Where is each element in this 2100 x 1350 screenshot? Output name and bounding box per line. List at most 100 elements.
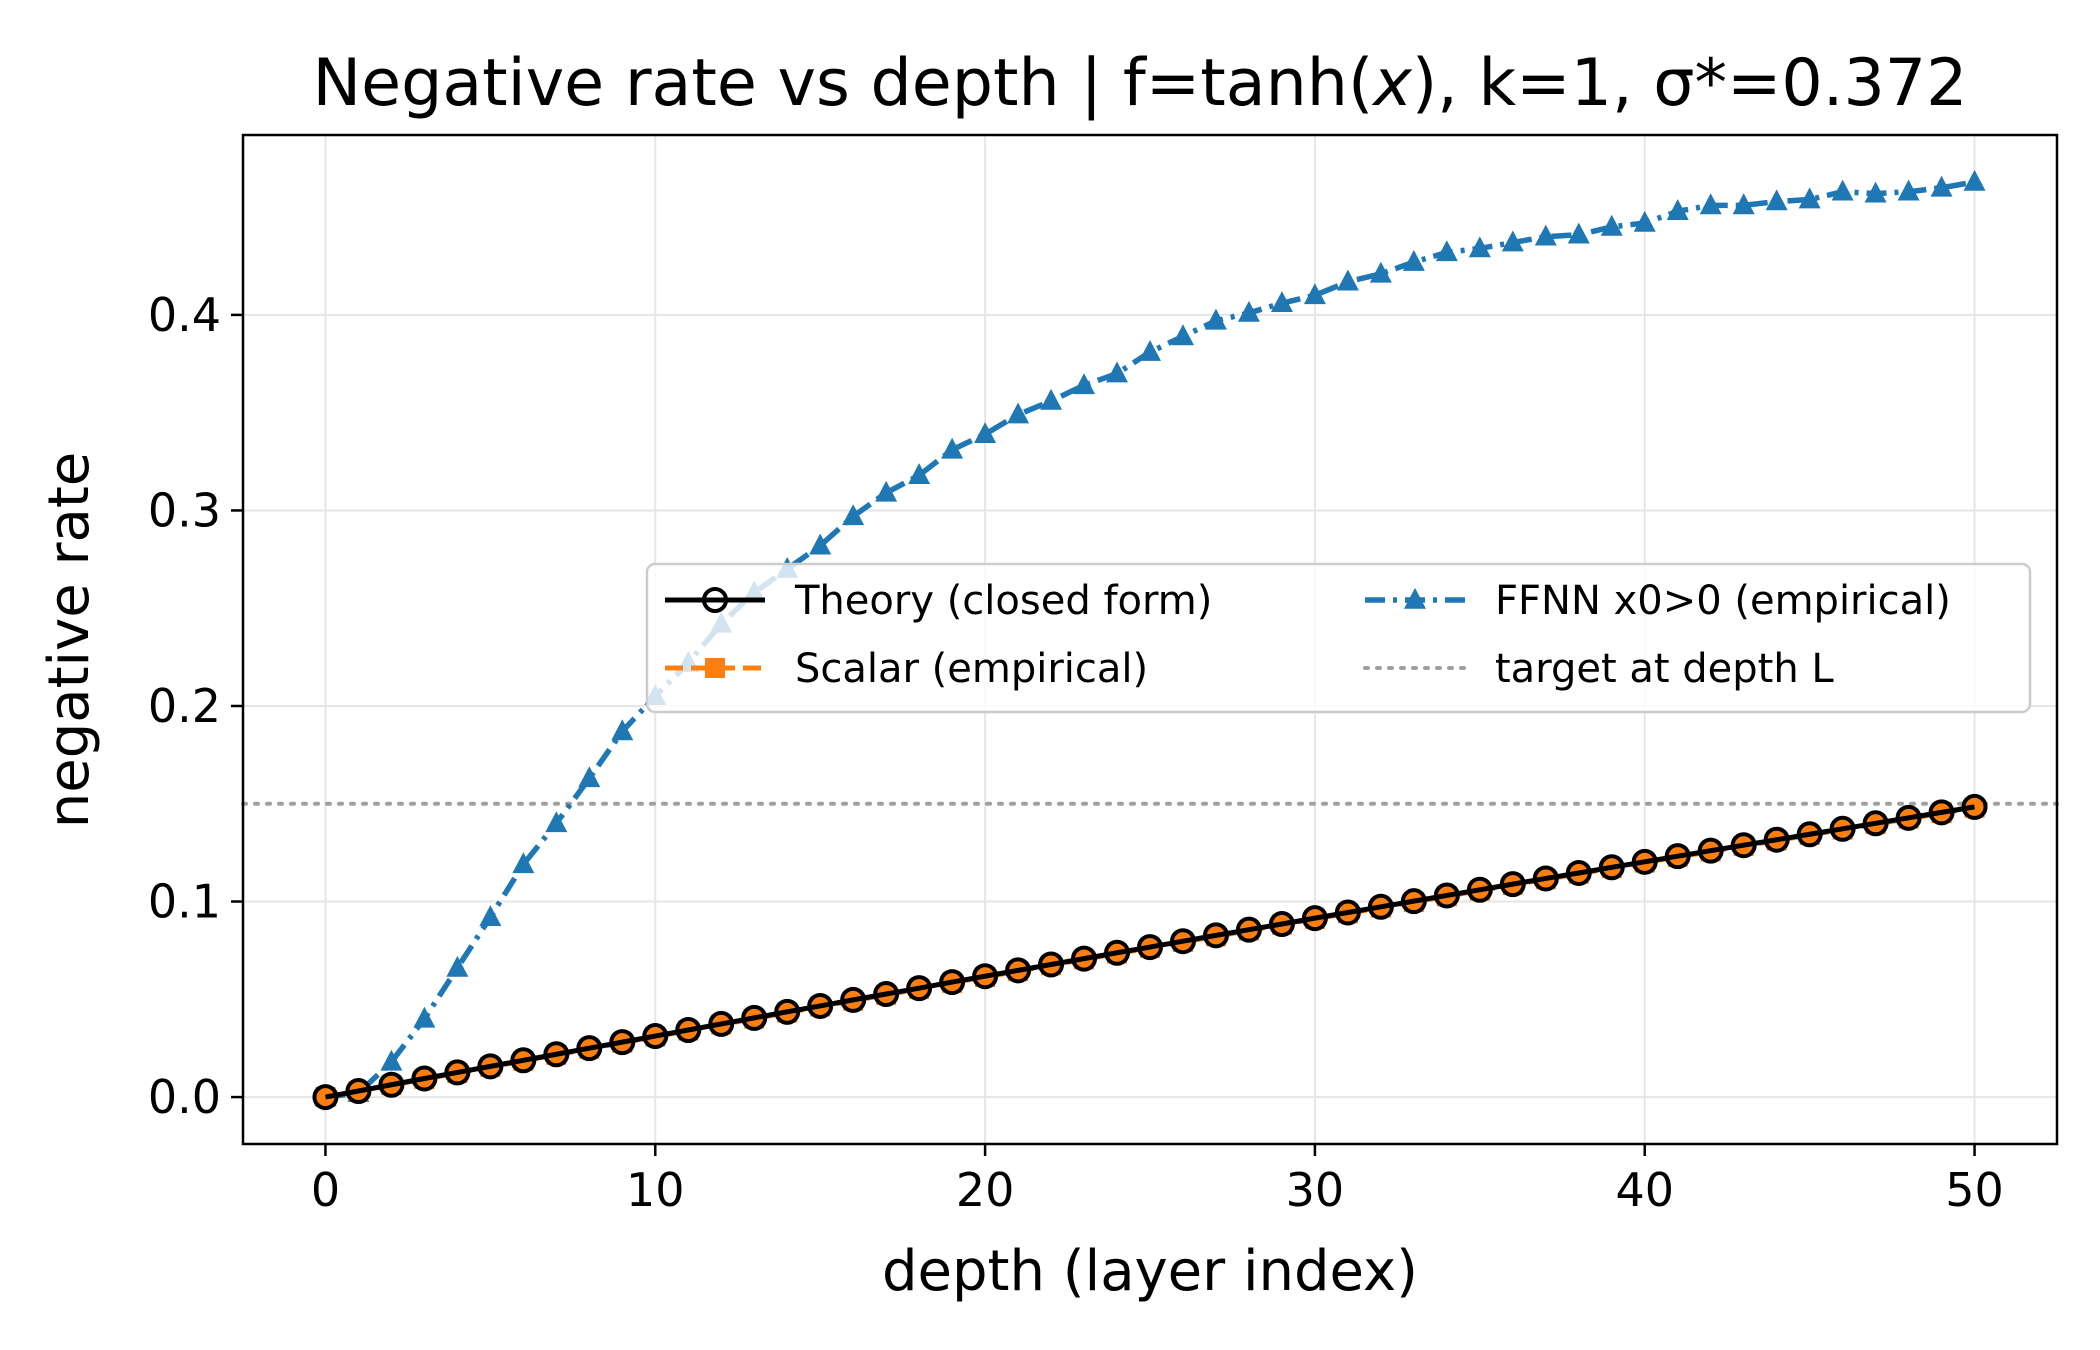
x-tick-label: 0 <box>311 1163 340 1217</box>
data-point <box>1235 916 1262 943</box>
data-point <box>1204 308 1227 330</box>
data-point <box>1697 837 1724 864</box>
data-point <box>1565 859 1592 886</box>
data-point <box>1336 269 1359 291</box>
data-point <box>380 1049 403 1071</box>
data-point <box>1367 893 1394 920</box>
data-point <box>1732 193 1755 215</box>
data-point <box>1567 222 1590 244</box>
x-axis-label: depth (layer index) <box>882 1239 1418 1304</box>
y-tick-label: 0.1 <box>148 875 221 929</box>
data-point <box>873 981 900 1008</box>
legend-items: Theory (closed form) Scalar (empirical) FF… <box>665 578 1951 692</box>
data-point <box>1369 261 1392 283</box>
legend-item: Scalar (empirical) <box>665 646 1148 692</box>
data-point <box>576 1035 603 1062</box>
legend-item: FFNN x0>0 (empirical) <box>1365 578 1951 624</box>
x-axis-ticks: 0 10 20 30 40 50 <box>311 1144 2004 1217</box>
data-point <box>1202 922 1229 949</box>
data-point <box>444 1059 471 1086</box>
data-point <box>1664 843 1691 870</box>
data-point <box>1831 179 1854 201</box>
legend-box <box>645 562 2032 714</box>
data-point <box>1468 236 1491 258</box>
data-point <box>1106 361 1129 383</box>
data-point <box>1600 214 1623 236</box>
data-point <box>1598 854 1625 881</box>
data-point <box>908 463 931 485</box>
data-point <box>1930 175 1953 197</box>
legend-item: target at depth L <box>1363 646 1834 692</box>
data-point <box>1895 804 1922 831</box>
data-point <box>1073 373 1096 395</box>
data-point <box>512 852 535 874</box>
data-point <box>642 1023 669 1050</box>
data-point <box>974 422 997 443</box>
data-point <box>1862 810 1889 837</box>
data-point <box>1400 888 1427 915</box>
data-point <box>1270 291 1293 312</box>
legend: Theory (closed form) Scalar (empirical) FF… <box>645 562 2032 714</box>
legend-swatch-marker <box>1404 587 1426 609</box>
data-point <box>1169 928 1196 955</box>
x-tick-label: 20 <box>956 1163 1015 1217</box>
data-point <box>1730 832 1757 859</box>
data-point <box>1864 181 1887 203</box>
data-point <box>1071 945 1098 972</box>
data-point <box>842 504 865 526</box>
data-point <box>1007 402 1030 424</box>
chart-title: Negative rate vs depth | f=tanh(x), k=1,… <box>312 46 1967 121</box>
data-point <box>345 1078 372 1105</box>
legend-label: target at depth L <box>1495 646 1834 692</box>
data-point <box>1237 300 1260 322</box>
data-point <box>807 992 834 1019</box>
data-point <box>840 986 867 1013</box>
data-point <box>1829 815 1856 842</box>
y-tick-label: 0.2 <box>148 679 221 733</box>
data-point <box>1466 876 1493 903</box>
series-circle <box>312 793 1988 1111</box>
y-axis-ticks: 0.0 0.1 0.2 0.3 0.4 <box>148 288 243 1124</box>
data-point <box>1499 871 1526 898</box>
legend-label: Scalar (empirical) <box>795 646 1148 692</box>
data-point <box>1963 169 1986 191</box>
data-point <box>1301 905 1328 932</box>
data-point <box>1433 882 1460 909</box>
data-point <box>1763 826 1790 853</box>
data-point <box>1171 324 1194 346</box>
data-point <box>1796 821 1823 848</box>
data-point <box>1137 934 1163 961</box>
data-point <box>1104 939 1131 966</box>
data-point <box>875 480 898 502</box>
legend-label: FFNN x0>0 (empirical) <box>1495 578 1951 624</box>
x-tick-label: 30 <box>1286 1163 1345 1217</box>
legend-label: Theory (closed form) <box>794 578 1212 624</box>
data-point <box>1040 388 1063 410</box>
data-point <box>578 766 601 788</box>
data-point <box>675 1016 702 1043</box>
data-point <box>1532 865 1559 892</box>
data-point <box>543 1041 570 1068</box>
data-point <box>1633 210 1656 232</box>
data-point <box>545 811 568 833</box>
data-point <box>510 1047 537 1074</box>
data-point <box>1334 899 1361 926</box>
legend-item: Theory (closed form) <box>665 578 1212 624</box>
data-point <box>708 1010 735 1037</box>
data-point <box>1402 250 1425 271</box>
data-point <box>809 533 832 555</box>
data-point <box>446 955 469 977</box>
data-point <box>1005 957 1032 984</box>
data-point <box>774 998 801 1025</box>
data-point <box>1631 848 1658 875</box>
y-tick-label: 0.3 <box>148 483 221 537</box>
x-tick-label: 10 <box>626 1163 685 1217</box>
data-point <box>1897 179 1920 201</box>
data-point <box>906 975 933 1002</box>
legend-swatch-marker <box>702 587 728 613</box>
data-point <box>477 1053 504 1080</box>
data-point <box>1765 189 1788 211</box>
data-point <box>1501 230 1524 252</box>
data-point <box>1038 951 1065 978</box>
